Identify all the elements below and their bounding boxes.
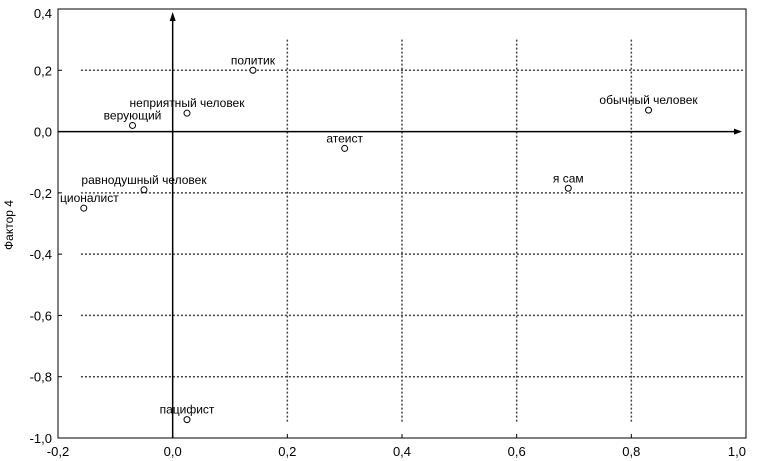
data-point-marker — [183, 109, 191, 117]
x-tick-label: 0,8 — [622, 444, 640, 459]
x-tick-label: 0,4 — [393, 444, 411, 459]
data-point-label: верующий — [104, 108, 162, 122]
zero-axes — [58, 12, 742, 438]
data-point-label: политик — [231, 53, 276, 67]
data-point-marker — [140, 186, 148, 194]
data-point-marker — [80, 204, 88, 212]
data-point-label: пацифист — [160, 403, 215, 417]
y-tick-label: -0,8 — [30, 370, 52, 385]
data-point-marker — [249, 66, 257, 74]
y-tick-label: 0,0 — [34, 125, 52, 140]
data-point-marker — [564, 184, 572, 192]
data-point-label: ционалист — [60, 191, 119, 205]
y-tick-label: 0,4 — [34, 6, 52, 21]
data-point-marker — [129, 121, 137, 129]
y-tick-label: 0,2 — [34, 63, 52, 78]
y-tick-label: -1,0 — [30, 431, 52, 446]
data-point-marker — [183, 416, 191, 424]
tick-labels: -0,2 0,0 0,2 0,4 0,6 0,8 1,0 0,4 0,2 0,0 -0,2 -0,4 -… — [30, 6, 747, 459]
data-point-label: равнодушный человек — [81, 173, 207, 187]
y-axis-arrow — [169, 12, 176, 21]
x-tick-label: 0,6 — [508, 444, 526, 459]
x-axis-arrow — [734, 128, 742, 135]
x-tick-label: -0,2 — [47, 444, 69, 459]
data-point-label: неприятный человек — [130, 96, 246, 110]
y-axis-title: Фактор 4 — [2, 200, 16, 250]
y-tick-label: -0,2 — [30, 186, 52, 201]
data-point-marker — [341, 144, 349, 152]
data-point-label: я сам — [553, 171, 584, 185]
x-tick-label: 0,2 — [278, 444, 296, 459]
data-point-marker — [645, 106, 653, 114]
x-tick-label: 0,0 — [164, 444, 182, 459]
data-point-label: атеист — [326, 131, 363, 145]
x-tick-label: 1,0 — [728, 444, 746, 459]
y-tick-label: -0,4 — [30, 247, 52, 262]
data-point-label: обычный человек — [599, 93, 698, 107]
y-tick-label: -0,6 — [30, 308, 52, 323]
